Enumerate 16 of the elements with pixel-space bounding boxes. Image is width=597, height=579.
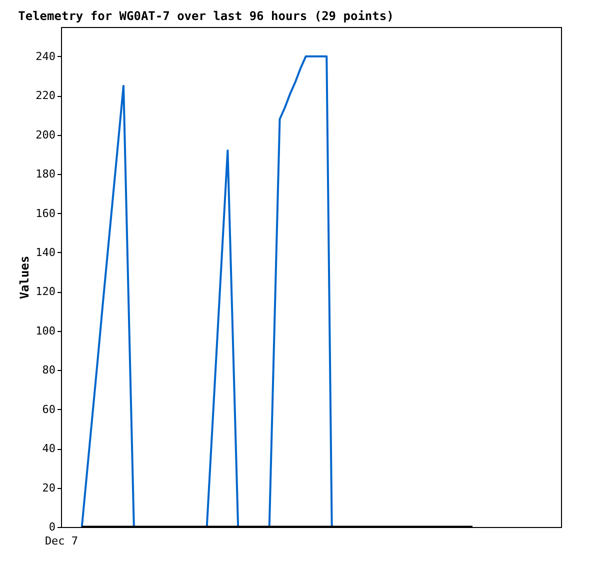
- y-tick-label: 60: [42, 402, 56, 416]
- y-tick-label: 80: [42, 364, 56, 377]
- y-tick-label: 120: [36, 285, 56, 298]
- y-tick-label: 100: [36, 324, 56, 338]
- y-tick-label: 180: [36, 168, 56, 181]
- y-tick-label: 0: [48, 520, 56, 534]
- y-tick-label: 140: [36, 246, 56, 259]
- chart-title: Telemetry for WG0AT-7 over last 96 hours (29 points): [18, 9, 394, 23]
- y-tick-label: 160: [36, 206, 56, 220]
- y-tick-label: 220: [36, 89, 56, 102]
- y-tick-label: 40: [42, 442, 56, 456]
- y-tick-label: 20: [42, 481, 56, 494]
- x-tick-label: Dec 7: [44, 534, 78, 548]
- y-tick-label: 200: [36, 128, 56, 142]
- y-axis-title: Values: [18, 256, 32, 300]
- y-tick-label: 240: [36, 50, 56, 63]
